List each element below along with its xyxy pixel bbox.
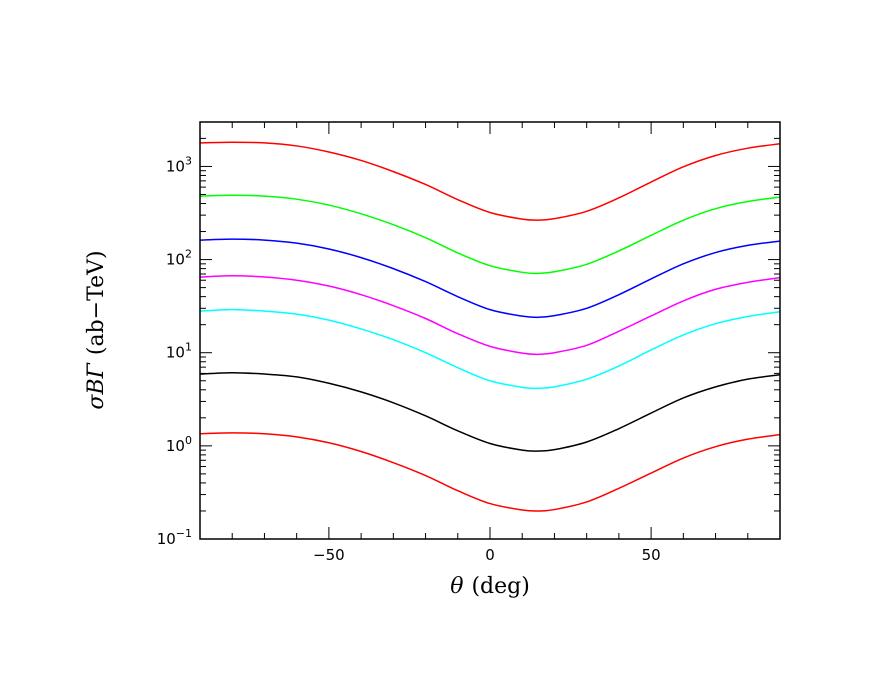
series-line-7 xyxy=(199,432,781,512)
x-tick-label: 50 xyxy=(642,546,661,564)
series-line-1 xyxy=(199,141,781,221)
series-line-4 xyxy=(199,275,781,356)
y-tick-label-exponent: 2 xyxy=(185,248,192,261)
y-axis-label: σBΓ (ab−TeV) xyxy=(84,250,109,409)
x-tick-label: 0 xyxy=(485,546,495,564)
y-axis-label-text: (ab−TeV) xyxy=(84,250,109,355)
x-axis-label-symbol: θ xyxy=(450,574,463,599)
plot-frame xyxy=(199,121,781,540)
y-tick-label-exponent: −1 xyxy=(176,527,192,540)
y-tick-label: 103 xyxy=(166,154,192,175)
y-tick-label-base: 10 xyxy=(166,251,185,269)
y-tick-label: 100 xyxy=(166,434,192,455)
x-axis-label: θ (deg) xyxy=(450,574,530,599)
y-tick-label-base: 10 xyxy=(166,344,185,362)
series-line-3 xyxy=(199,238,781,319)
y-tick-label-exponent: 1 xyxy=(185,341,192,354)
x-tick-label: −50 xyxy=(313,546,345,564)
y-tick-label: 10−1 xyxy=(157,527,192,548)
y-tick-label-base: 10 xyxy=(157,530,176,548)
y-tick-label-base: 10 xyxy=(166,157,185,175)
y-tick-label-exponent: 3 xyxy=(185,154,192,167)
series-line-6 xyxy=(199,371,781,452)
y-tick-label: 102 xyxy=(166,248,192,269)
series-layer xyxy=(199,141,781,512)
y-tick-label-exponent: 0 xyxy=(185,434,192,447)
y-tick-label: 101 xyxy=(166,341,192,362)
y-axis-label-symbol: σBΓ xyxy=(84,362,109,409)
y-tick-label-base: 10 xyxy=(166,437,185,455)
series-line-2 xyxy=(199,194,781,275)
x-axis-label-text: (deg) xyxy=(471,574,529,599)
series-line-5 xyxy=(199,308,781,390)
